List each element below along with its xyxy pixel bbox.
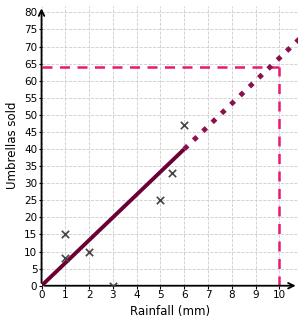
Point	[63, 232, 68, 237]
Y-axis label: Umbrellas sold: Umbrellas sold	[5, 102, 19, 190]
Point	[158, 198, 163, 203]
Point	[87, 249, 92, 254]
X-axis label: Rainfall (mm): Rainfall (mm)	[130, 306, 210, 318]
Point	[63, 256, 68, 261]
Point	[110, 283, 115, 288]
Point	[182, 122, 187, 128]
Point	[170, 170, 175, 176]
